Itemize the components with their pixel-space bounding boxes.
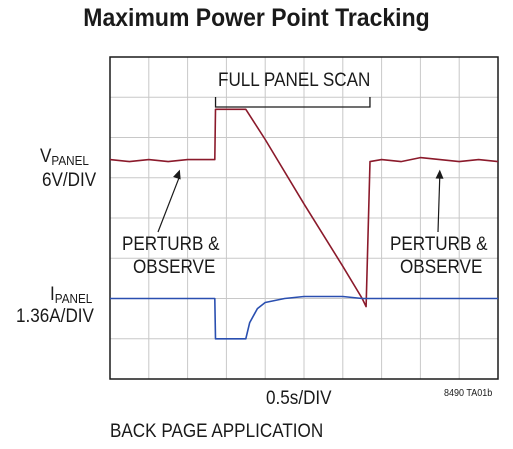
plot-grid bbox=[110, 57, 498, 379]
perturb-observe-arrow-shaft bbox=[437, 175, 441, 233]
vpanel-label: VPANEL bbox=[40, 146, 89, 168]
ipanel-label: IPANEL bbox=[50, 284, 93, 306]
full-panel-scan-label: FULL PANEL SCAN bbox=[218, 70, 371, 91]
perturb-observe-left-line2: OBSERVE bbox=[133, 257, 216, 278]
perturb-observe-arrow-head bbox=[173, 169, 181, 180]
perturb-observe-arrow-shaft bbox=[157, 175, 181, 233]
annotations bbox=[157, 97, 444, 233]
vpanel-scale: 6V/DIV bbox=[42, 170, 97, 191]
plot-frame bbox=[109, 56, 499, 380]
time-division-label: 0.5s/DIV bbox=[266, 388, 332, 409]
perturb-observe-left-line1: PERTURB & bbox=[122, 234, 220, 255]
ipanel-scale: 1.36A/DIV bbox=[16, 306, 94, 327]
figure-code: 8490 TA01b bbox=[444, 388, 493, 399]
full-panel-scan-bracket bbox=[214, 97, 371, 108]
trace-ipanel bbox=[110, 295, 498, 340]
caption: BACK PAGE APPLICATION bbox=[110, 421, 324, 442]
perturb-observe-right-line2: OBSERVE bbox=[400, 257, 483, 278]
chart-title: Maximum Power Point Tracking bbox=[83, 4, 430, 32]
traces bbox=[109, 108, 499, 340]
perturb-observe-arrow-head bbox=[435, 169, 444, 179]
trace-vpanel bbox=[109, 108, 499, 308]
perturb-observe-right-line1: PERTURB & bbox=[390, 234, 488, 255]
